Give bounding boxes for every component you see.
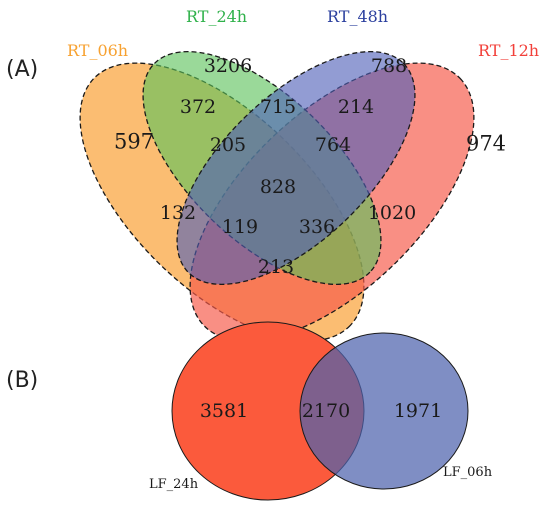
venn-four-set [79,50,475,342]
set-lf06h-ellipse [299,332,469,490]
region-rt24h-rt12h: 1020 [368,202,416,224]
panel-b-label: (B) [6,368,38,393]
region-rt24h-rt48h-rt12h: 764 [315,134,351,156]
region-lf24h-lf06h: 2170 [302,400,350,422]
region-all-four: 828 [260,176,296,198]
region-rt06h-rt12h: 213 [258,256,294,278]
set-label-lf06h: LF_06h [443,465,493,480]
set-label-rt12h: RT_12h [478,41,539,60]
set-label-rt48h: RT_48h [327,7,388,26]
set-rt48h-ellipse [176,50,416,286]
region-only-rt48h: 788 [371,55,407,77]
region-rt06h-rt48h-rt12h: 119 [222,216,258,238]
set-label-rt06h: RT_06h [67,41,128,60]
region-only-rt06h: 597 [114,130,154,154]
panel-a-label: (A) [6,57,38,82]
region-only-rt12h: 974 [466,132,506,156]
region-rt06h-rt24h-rt48h: 205 [210,134,246,156]
set-label-rt24h: RT_24h [186,7,247,26]
region-rt06h-rt24h: 372 [180,96,216,118]
set-label-lf24h: LF_24h [149,477,199,492]
region-only-rt24h: 3206 [204,55,252,77]
region-rt48h-rt12h: 214 [338,96,374,118]
region-rt06h-rt24h-rt12h: 336 [299,216,335,238]
region-only-lf06h: 1971 [394,400,442,422]
region-only-lf24h: 3581 [200,400,248,422]
venn-two-set [171,321,469,501]
region-rt24h-rt48h: 715 [260,96,296,118]
region-rt06h-rt48h: 132 [160,202,196,224]
